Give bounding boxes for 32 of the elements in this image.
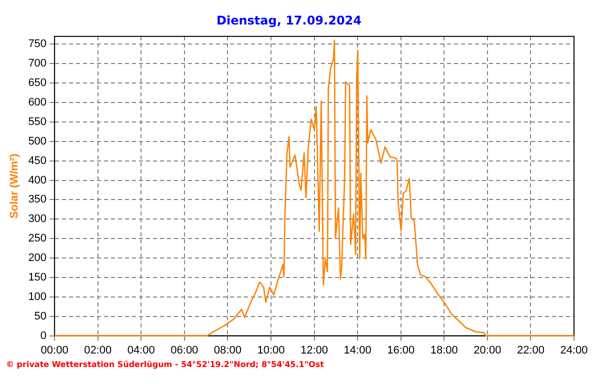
y-tick-label: 150 xyxy=(28,272,47,284)
y-tick-label: 550 xyxy=(28,116,47,128)
y-tick-label: 50 xyxy=(34,310,47,322)
y-axis-title: Solar (W/m²) xyxy=(8,153,21,218)
y-tick-label: 450 xyxy=(28,154,47,167)
x-tick-label: 00:00 xyxy=(40,344,68,356)
x-tick-label: 14:00 xyxy=(344,344,372,356)
y-tick-label: 350 xyxy=(28,194,47,206)
x-tick-label: 24:00 xyxy=(560,344,588,356)
x-tick-label: 16:00 xyxy=(387,344,415,356)
text: © private Wetterstation Süderlügum - 54°52'19.2"Nord; 8°54'45.1"Ost xyxy=(6,360,324,370)
x-tick-label: 04:00 xyxy=(127,344,155,356)
y-tick-label: 100 xyxy=(28,290,47,303)
y-tick-label: 700 xyxy=(28,58,47,70)
y-tick-label: 400 xyxy=(28,174,47,186)
x-tick-label: 18:00 xyxy=(430,344,458,356)
x-tick-label: 20:00 xyxy=(474,344,502,356)
y-tick-label: 200 xyxy=(28,252,47,264)
x-tick-label: 22:00 xyxy=(516,344,544,356)
y-tick-label: 300 xyxy=(28,213,47,226)
y-tick-label: 500 xyxy=(28,135,47,148)
y-tick-label: 750 xyxy=(28,38,47,50)
y-tick-label: 650 xyxy=(28,77,47,90)
y-tick-label: 600 xyxy=(28,96,47,109)
y-tick-label: 0 xyxy=(40,330,47,342)
x-tick-label: 06:00 xyxy=(170,344,198,356)
x-tick-label: 08:00 xyxy=(214,344,242,356)
x-tick-label: 10:00 xyxy=(257,344,285,356)
x-tick-label: 12:00 xyxy=(300,344,328,356)
chart-title: Dienstag, 17.09.2024 xyxy=(216,13,362,28)
y-tick-label: 250 xyxy=(28,232,47,245)
x-tick-label: 02:00 xyxy=(84,344,112,356)
